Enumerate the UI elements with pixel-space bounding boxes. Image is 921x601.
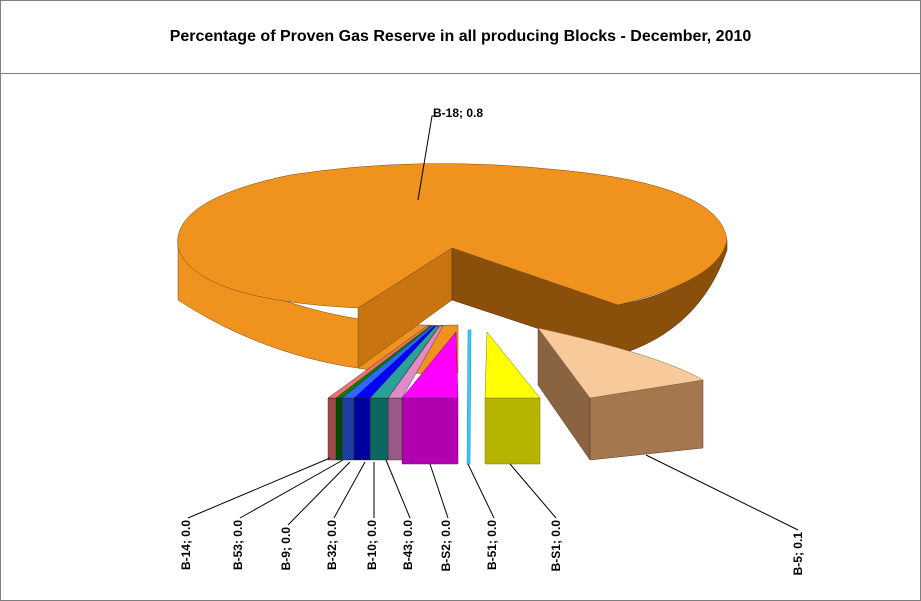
data-label-b-5: B-5; 0.1 xyxy=(791,532,805,576)
slice-b-10 xyxy=(369,325,440,461)
slice-b-32 xyxy=(353,325,437,461)
data-label-b-s2: B-S2; 0.0 xyxy=(439,520,453,572)
data-label-b-18: B-18; 0.8 xyxy=(433,106,483,120)
slice-b-s1 xyxy=(484,331,541,465)
data-label-b-53: B-53; 0.0 xyxy=(231,520,245,570)
slice-b-43 xyxy=(387,325,444,461)
leader-b-5 xyxy=(645,454,799,531)
data-label-b-10: B-10; 0.0 xyxy=(365,520,379,570)
leader-b-43 xyxy=(385,459,411,519)
slice-b-s2 xyxy=(401,331,459,465)
slice-b-14 xyxy=(327,325,431,461)
leader-b-51 xyxy=(467,463,495,519)
data-label-b-s1: B-S1; 0.0 xyxy=(549,520,563,572)
chart-title: Percentage of Proven Gas Reserve in all … xyxy=(169,28,752,45)
slice-b-5 xyxy=(537,327,704,461)
leader-b-18 xyxy=(417,115,440,201)
leader-b-14 xyxy=(187,457,331,519)
leader-b-s2 xyxy=(429,463,449,519)
data-label-b-14: B-14; 0.0 xyxy=(179,520,193,570)
leader-b-53 xyxy=(239,459,344,519)
slice-b-53 xyxy=(341,325,435,461)
data-label-b-51: B-51; 0.0 xyxy=(485,520,499,570)
slice-b-51 xyxy=(466,329,472,465)
title-box: Percentage of Proven Gas Reserve in all … xyxy=(1,1,920,74)
data-label-b-32: B-32; 0.0 xyxy=(325,520,339,570)
leader-b-s1 xyxy=(509,463,557,519)
leader-b-32 xyxy=(333,461,366,519)
data-label-b-43: B-43; 0.0 xyxy=(401,520,415,570)
slice-b-18 xyxy=(177,163,728,374)
data-label-b-9: B-9; 0.0 xyxy=(279,527,293,571)
leader-b-9 xyxy=(287,461,351,526)
